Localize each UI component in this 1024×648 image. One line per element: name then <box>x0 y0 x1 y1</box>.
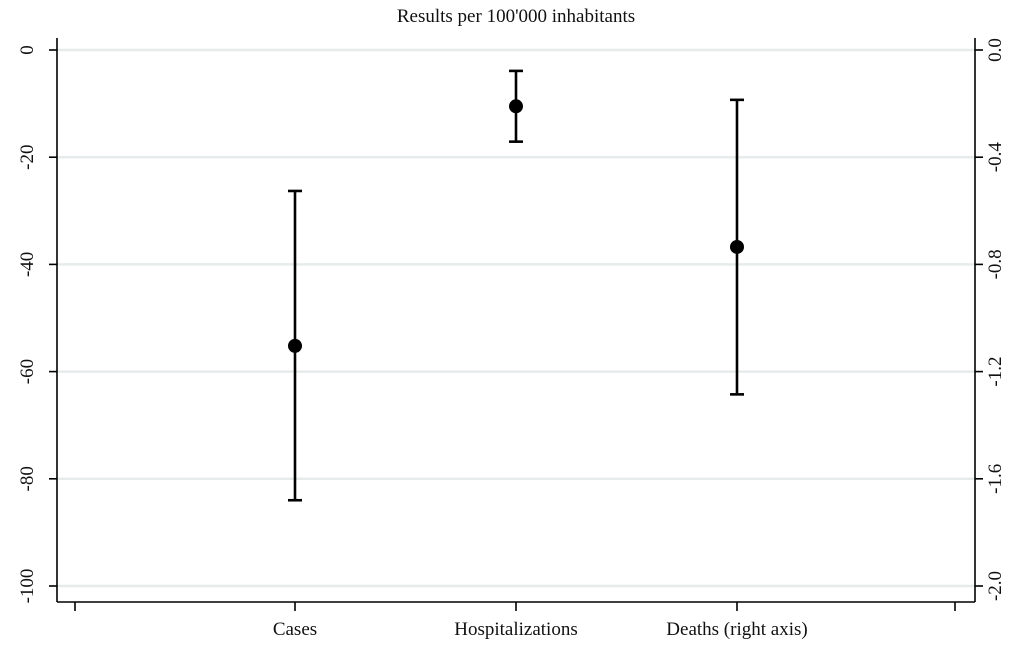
right-tick-label-4: -1.6 <box>985 464 1006 494</box>
errorbar-group-2 <box>730 98 744 396</box>
x-tick-label-2: Deaths (right axis) <box>666 619 807 640</box>
right-tick-label-0: 0.0 <box>985 38 1006 62</box>
gridlines <box>57 48 975 588</box>
point-estimate-0 <box>288 338 302 353</box>
left-axis-ticks: 0 -20 -40 -60 -80 -100 <box>17 45 57 603</box>
chart-title: Results per 100'000 inhabitants <box>397 6 635 27</box>
right-tick-label-3: -1.2 <box>985 357 1006 387</box>
right-axis-ticks: 0.0 -0.4 -0.8 -1.2 -1.6 -2.0 <box>975 38 1006 601</box>
x-tick-label-0: Cases <box>273 619 317 640</box>
errorbar-group-0 <box>288 189 302 502</box>
x-tick-label-1: Hospitalizations <box>454 619 577 640</box>
right-tick-label-2: -0.8 <box>985 249 1006 279</box>
point-estimate-1 <box>509 99 523 114</box>
point-estimate-2 <box>730 239 744 254</box>
errorbar-group-1 <box>509 69 523 143</box>
left-tick-label-0: 0 <box>17 45 38 55</box>
right-tick-label-5: -2.0 <box>985 571 1006 601</box>
left-tick-label-3: -60 <box>17 359 38 384</box>
x-axis-ticks: Cases Hospitalizations Deaths (right axis) <box>74 602 956 640</box>
left-tick-label-4: -80 <box>17 466 38 491</box>
right-tick-label-1: -0.4 <box>985 142 1006 173</box>
data-marks <box>288 69 744 502</box>
left-tick-label-2: -40 <box>17 252 38 277</box>
left-tick-label-5: -100 <box>17 569 38 604</box>
left-tick-label-1: -20 <box>17 145 38 170</box>
